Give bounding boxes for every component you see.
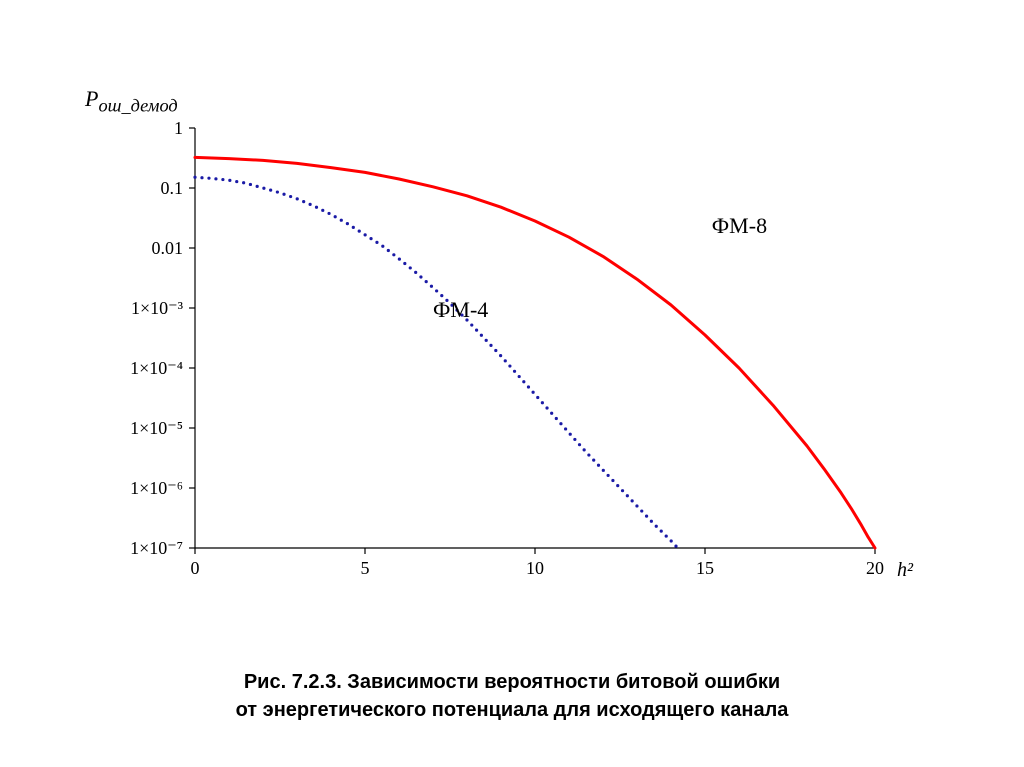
figure-caption: Рис. 7.2.3. Зависимости вероятности бито…: [0, 668, 1024, 724]
svg-text:1: 1: [174, 118, 183, 138]
svg-text:1×10⁻⁴: 1×10⁻⁴: [130, 358, 183, 378]
svg-text:h²: h²: [897, 559, 914, 581]
chart-container: 1 0.1 0.01 1×10⁻³ 1×10⁻⁴ 1×10⁻⁵ 1×10⁻⁶ 1×10⁻⁷ 0 5…: [115, 118, 945, 588]
svg-text:0.1: 0.1: [161, 178, 184, 198]
series-label: ФМ-8: [712, 213, 767, 238]
svg-text:1×10⁻⁷: 1×10⁻⁷: [130, 538, 183, 558]
svg-text:0.01: 0.01: [152, 238, 184, 258]
caption-line-2: от энергетического потенциала для исходя…: [0, 696, 1024, 724]
chart-svg: 1 0.1 0.01 1×10⁻³ 1×10⁻⁴ 1×10⁻⁵ 1×10⁻⁶ 1×10⁻⁷ 0 5…: [115, 118, 945, 588]
svg-text:10: 10: [526, 558, 544, 578]
svg-text:15: 15: [696, 558, 714, 578]
y-axis-label-text: Pош_демод: [85, 86, 178, 111]
series-label: ФМ-4: [433, 297, 488, 322]
svg-text:20: 20: [866, 558, 884, 578]
svg-text:0: 0: [191, 558, 200, 578]
svg-text:5: 5: [361, 558, 370, 578]
caption-line-1: Рис. 7.2.3. Зависимости вероятности бито…: [0, 668, 1024, 696]
y-axis-label: Pош_демод: [85, 86, 178, 116]
svg-text:1×10⁻⁵: 1×10⁻⁵: [130, 418, 183, 438]
svg-text:1×10⁻⁶: 1×10⁻⁶: [130, 478, 183, 498]
svg-text:1×10⁻³: 1×10⁻³: [131, 298, 184, 318]
